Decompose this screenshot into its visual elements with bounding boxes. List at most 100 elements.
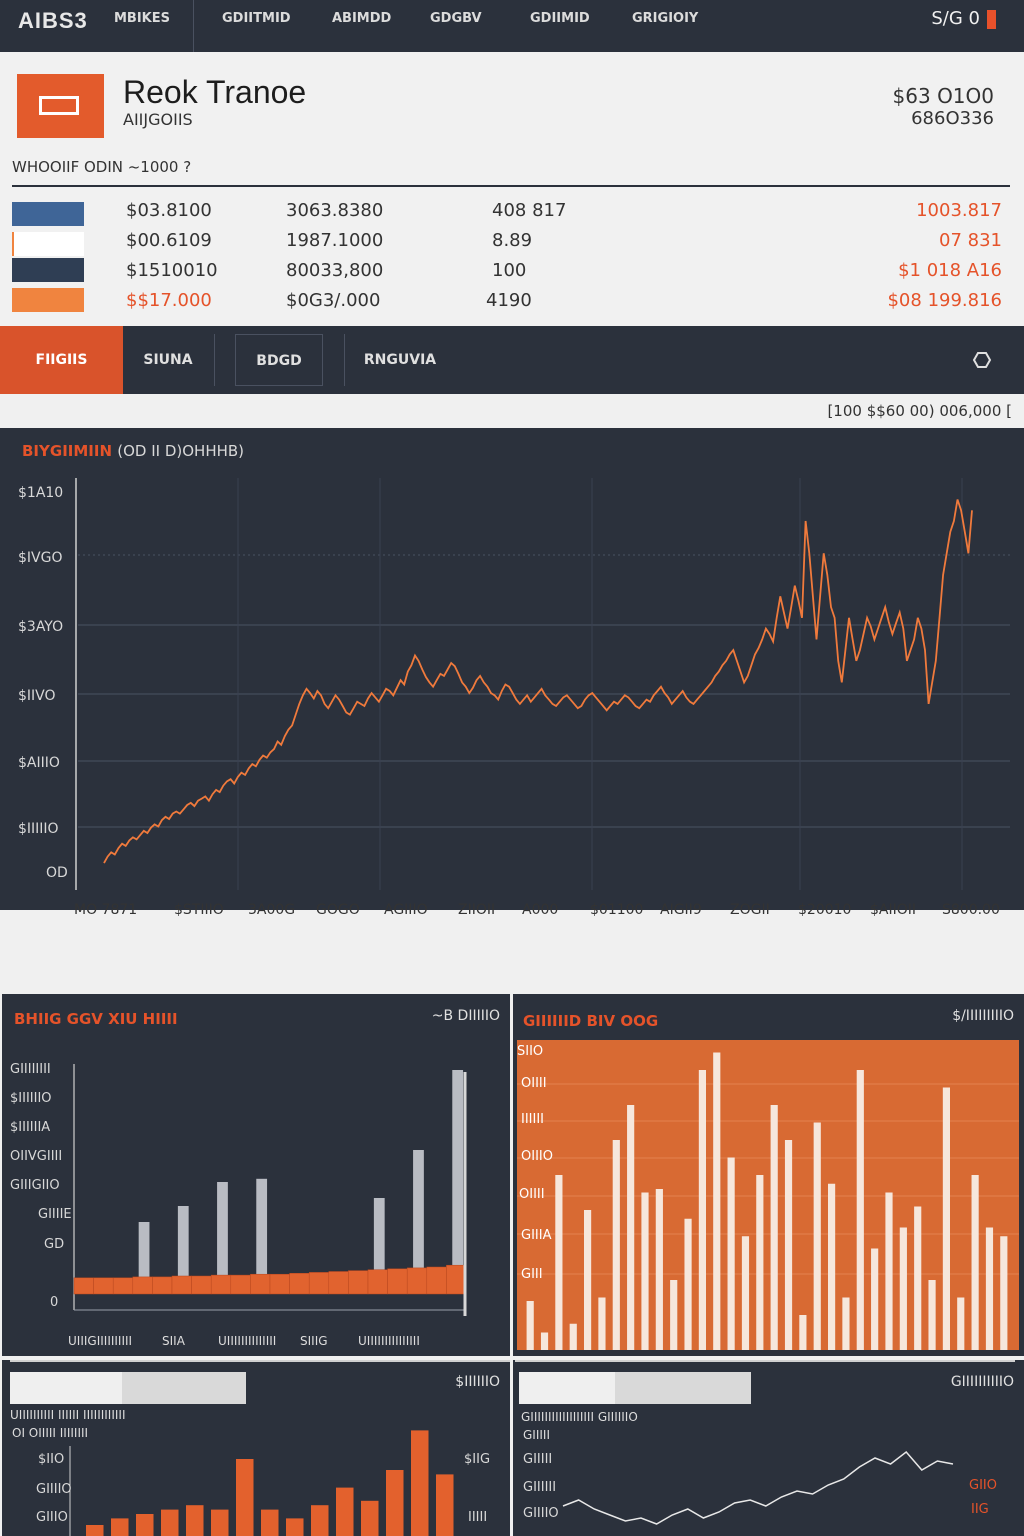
bar-orange <box>406 1267 428 1295</box>
bar-orange <box>250 1273 271 1295</box>
nav-item-5[interactable]: GDIIMID <box>530 11 590 26</box>
tab-3[interactable]: BDGD <box>235 334 323 386</box>
bar <box>261 1509 279 1536</box>
brand-logo-icon <box>17 74 104 138</box>
bar <box>161 1509 179 1536</box>
y-tick-label: $1A10 <box>18 485 64 501</box>
bar-orange <box>328 1271 349 1295</box>
main-chart-x-axis: MO 7871 $STIIIO 3A00G GOGO AGIIIO ZIIOII… <box>70 898 1020 926</box>
bar <box>569 1323 577 1350</box>
x-tick-label: $01100 <box>590 902 644 918</box>
bar-orange <box>171 1275 192 1295</box>
bar <box>871 1248 879 1350</box>
x-tick-label: MO 7871 <box>74 902 138 918</box>
bar-orange <box>289 1273 310 1295</box>
bar <box>186 1505 204 1536</box>
y-tick-label: GIIIII <box>523 1452 553 1467</box>
bar <box>361 1500 379 1536</box>
bar <box>670 1280 678 1350</box>
panel-divider <box>515 1360 1015 1362</box>
x-tick-label: $AIIOII <box>870 902 917 918</box>
row-swatch-2 <box>12 232 84 256</box>
bar-orange <box>348 1270 369 1295</box>
row3-col1: $1510010 <box>126 260 218 281</box>
side-label: $IIG <box>464 1452 491 1467</box>
tab-divider <box>344 334 345 386</box>
x-tick-label: AIGII9 <box>660 902 702 918</box>
bar <box>885 1192 893 1350</box>
bar <box>411 1430 429 1536</box>
tab-1[interactable]: FIIGIIS <box>0 326 123 394</box>
settings-icon[interactable] <box>966 345 996 375</box>
bar <box>436 1474 454 1536</box>
bar <box>111 1518 129 1536</box>
x-tick-label: UIIIIIIIIIIIIII <box>218 1334 277 1348</box>
left-panel-label: ~B DIIIIIO <box>431 1008 500 1024</box>
bar <box>957 1297 965 1350</box>
bar <box>928 1280 936 1350</box>
nav-item-3[interactable]: ABIMDD <box>332 11 392 26</box>
panel-divider <box>10 1360 510 1362</box>
tab-2[interactable]: SIUNA <box>143 352 193 368</box>
series-line <box>562 1450 954 1525</box>
row2-col1: $00.6109 <box>126 230 212 251</box>
bar <box>86 1525 104 1536</box>
bar-orange <box>132 1276 153 1295</box>
y-tick-label: GIII <box>521 1267 543 1282</box>
bar-orange <box>93 1277 114 1295</box>
side-label: IIG <box>971 1502 989 1517</box>
row1-col4: 1003.817 <box>916 200 1002 221</box>
bar <box>286 1518 304 1536</box>
bar <box>641 1192 649 1350</box>
bar <box>612 1140 620 1350</box>
y-tick-label: OD <box>46 865 68 881</box>
row4-col4: $08 199.816 <box>887 290 1002 311</box>
app-logo[interactable]: AIBS3 <box>18 8 88 33</box>
bar <box>655 1189 663 1350</box>
row-swatch-3 <box>12 258 84 282</box>
x-tick-label: GOGO <box>316 902 360 918</box>
bar <box>1000 1236 1008 1350</box>
row-swatch-1 <box>12 202 84 226</box>
left-bar-chart-svg <box>73 1064 467 1316</box>
bar-orange <box>367 1269 388 1295</box>
nav-item-2[interactable]: GDIITMID <box>222 11 291 26</box>
bar <box>784 1140 793 1350</box>
bar <box>914 1206 922 1350</box>
tab-divider <box>214 334 215 386</box>
header-primary-value: $63 O1O0 <box>892 84 994 108</box>
x-tick-label: 3A00G <box>248 902 296 918</box>
account-label[interactable]: S/G 0 <box>931 8 980 29</box>
tab-bar: FIIGIIS SIUNA BDGD RNGUVIA <box>0 326 1024 394</box>
main-line-chart: BIYGIIMIIN (OD II D)OHHHB) $1A10 $IVGO $… <box>0 428 1024 910</box>
lower-right-chart-svg <box>562 1450 954 1525</box>
right-bar-panel: GIIIIIID BIV OOG $/IIIIIIIIIO SIIO OIIII… <box>513 994 1024 1356</box>
row4-col3: 4190 <box>486 290 532 311</box>
lower-left-label: $IIIIIIO <box>455 1374 500 1390</box>
y-tick-label: $IIIIIO <box>18 821 59 837</box>
nav-item-4[interactable]: GDGBV <box>430 11 482 26</box>
y-tick-label: $IIVO <box>18 688 56 704</box>
nav-item-1[interactable]: MBIKES <box>114 11 170 26</box>
nav-item-6[interactable]: GRIGIOIY <box>632 11 699 26</box>
x-tick-label: AGIIIO <box>384 902 428 918</box>
row1-col3: 408 817 <box>492 200 567 221</box>
y-tick-label: SIIO <box>517 1044 544 1059</box>
x-tick-label: S800.00 <box>942 902 1000 918</box>
main-chart-svg <box>75 478 1010 890</box>
bar <box>698 1070 706 1350</box>
bar <box>899 1227 907 1350</box>
row3-col2: 80033,800 <box>286 260 384 281</box>
side-label: IIIII <box>468 1510 488 1525</box>
row2-col3: 8.89 <box>492 230 533 251</box>
bar <box>828 1183 836 1350</box>
y-tick-label: $IIIIIIO <box>10 1091 52 1106</box>
tab-4[interactable]: RNGUVIA <box>363 352 437 368</box>
y-tick-label: OIIII <box>519 1187 545 1202</box>
bar-orange <box>191 1275 212 1295</box>
y-tick-label: OIIII <box>521 1076 547 1091</box>
side-label: GIIO <box>969 1478 997 1493</box>
date-range-label[interactable]: [100 $$60 00) 006,000 [ <box>827 402 1012 420</box>
bar-orange <box>73 1277 94 1295</box>
y-tick-label: GIIIIE <box>38 1207 72 1222</box>
